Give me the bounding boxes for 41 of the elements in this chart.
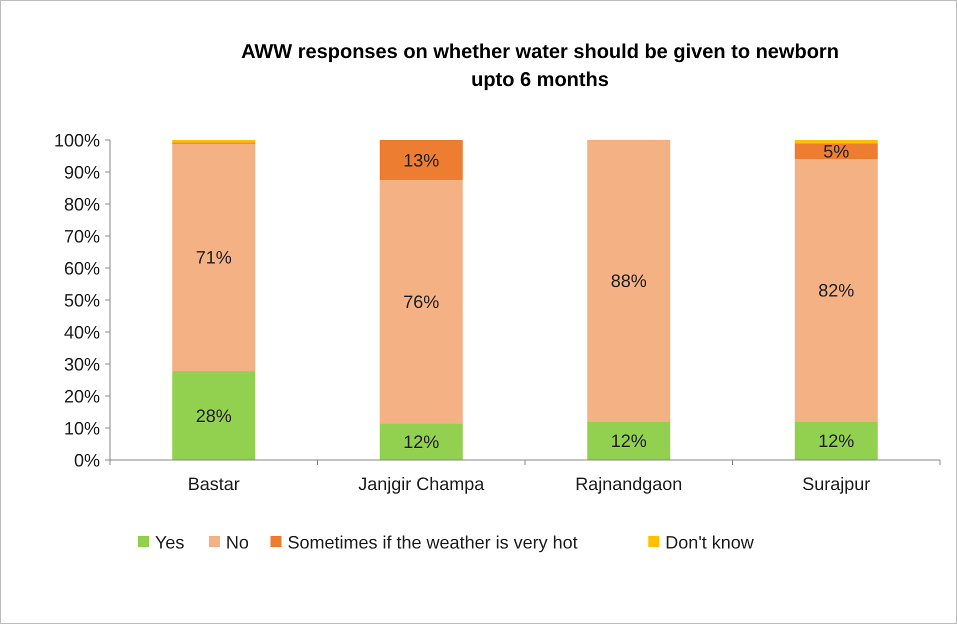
bar [172,140,256,143]
bar [794,422,878,460]
bar [794,159,878,422]
data-label: 12% [403,432,440,452]
legend-label: Yes [155,532,184,552]
bar [172,371,256,460]
y-tick-label: 20% [64,386,100,406]
x-tick-label: Rajnandgaon [575,474,682,494]
x-tick-label: Surajpur [802,474,870,494]
bar [587,140,670,422]
y-tick-label: 100% [54,130,100,150]
y-tick-label: 30% [64,354,100,374]
y-tick-label: 40% [64,322,100,342]
bar [172,144,256,372]
y-tick-label: 50% [64,290,100,310]
y-tick-label: 70% [64,226,100,246]
bar [587,422,670,460]
x-tick-label: Bastar [188,474,240,494]
x-tick-label: Janjgir Champa [358,474,486,494]
chart-title: AWW responses on whether water should be given to newborn upto 6 months [241,41,839,91]
data-label: 5% [823,142,850,162]
legend-label: Sometimes if the weather is very hot [288,532,578,552]
data-label: 28% [196,406,232,426]
bar [380,180,463,424]
y-tick-label: 0% [74,450,100,470]
data-label: 71% [196,248,232,268]
data-label: 12% [818,431,854,452]
bar [794,140,878,144]
bar [380,140,463,180]
y-tick-label: 90% [64,162,100,182]
data-label: 12% [610,431,647,452]
legend-label: No [226,532,249,552]
y-tick-label: 10% [64,418,100,438]
bar [380,423,463,460]
y-tick-label: 60% [64,258,100,278]
legend-label: Don't know [665,532,755,552]
y-tick-label: 80% [64,194,100,214]
data-label: 82% [818,280,854,301]
data-label: 88% [610,271,647,292]
data-label: 13% [403,150,440,170]
data-label: 76% [403,292,440,312]
